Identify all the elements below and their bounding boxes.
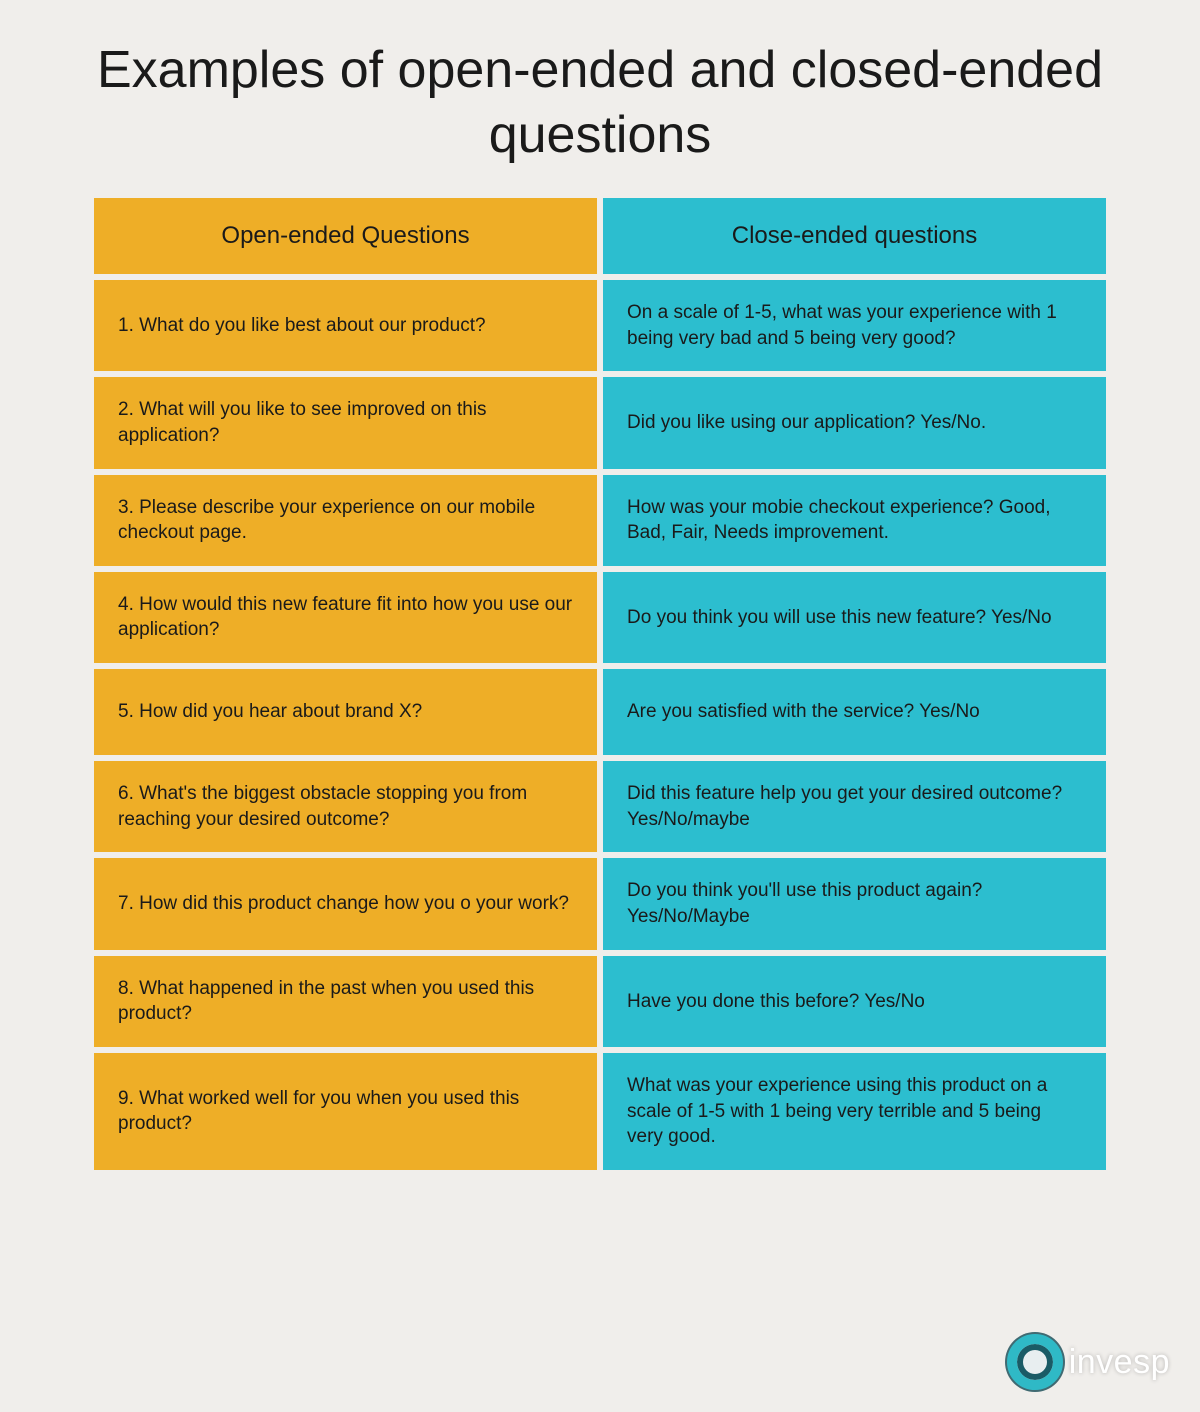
- table-row-closed: Have you done this before? Yes/No: [603, 956, 1106, 1047]
- table-row-closed: Did this feature help you get your desir…: [603, 761, 1106, 852]
- table-row-open: 9. What worked well for you when you use…: [94, 1053, 597, 1170]
- column-header-closed: Close-ended questions: [603, 198, 1106, 274]
- table-row-open: 6. What's the biggest obstacle stopping …: [94, 761, 597, 852]
- brand-logo: invesp: [1007, 1334, 1170, 1390]
- table-row-open: 4. How would this new feature fit into h…: [94, 572, 597, 663]
- table-row-open: 8. What happened in the past when you us…: [94, 956, 597, 1047]
- questions-table: Open-ended Questions Close-ended questio…: [0, 198, 1200, 1170]
- logo-text: invesp: [1069, 1343, 1170, 1382]
- table-row-closed: Are you satisfied with the service? Yes/…: [603, 669, 1106, 755]
- table-row-open: 1. What do you like best about our produ…: [94, 280, 597, 371]
- table-row-open: 2. What will you like to see improved on…: [94, 377, 597, 468]
- table-row-closed: Did you like using our application? Yes/…: [603, 377, 1106, 468]
- table-row-closed: How was your mobie checkout experience? …: [603, 475, 1106, 566]
- page-title: Examples of open-ended and closed-ended …: [0, 0, 1200, 198]
- table-row-open: 5. How did you hear about brand X?: [94, 669, 597, 755]
- table-row-closed: On a scale of 1-5, what was your experie…: [603, 280, 1106, 371]
- column-header-open: Open-ended Questions: [94, 198, 597, 274]
- table-row-closed: What was your experience using this prod…: [603, 1053, 1106, 1170]
- logo-ring-icon: [1007, 1334, 1063, 1390]
- table-row-closed: Do you think you will use this new featu…: [603, 572, 1106, 663]
- table-row-open: 7. How did this product change how you o…: [94, 858, 597, 949]
- table-row-open: 3. Please describe your experience on ou…: [94, 475, 597, 566]
- table-row-closed: Do you think you'll use this product aga…: [603, 858, 1106, 949]
